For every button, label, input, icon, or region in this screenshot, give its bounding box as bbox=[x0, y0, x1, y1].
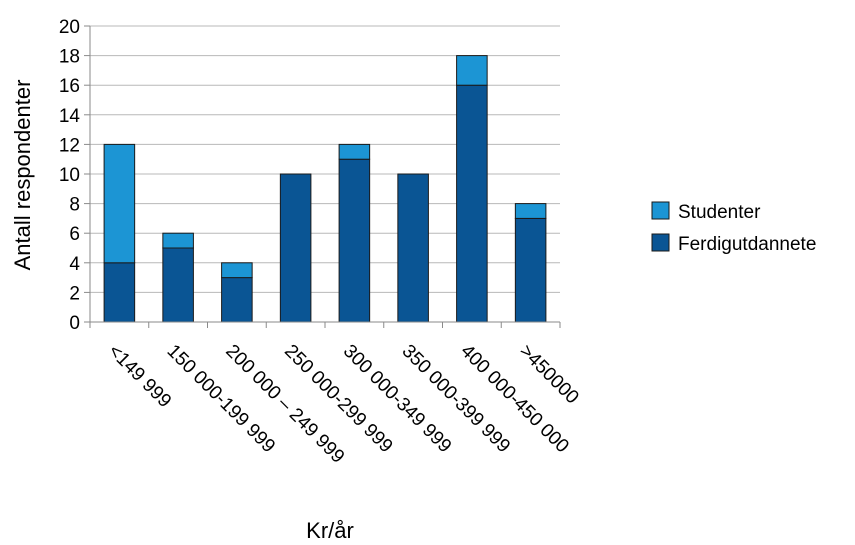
x-axis-title: Kr/år bbox=[306, 518, 354, 543]
y-tick-labels: 0 2 4 6 8 10 12 14 16 18 20 bbox=[59, 17, 81, 334]
y-tick-label: 8 bbox=[69, 195, 80, 216]
y-axis-title: Antall respondenter bbox=[10, 80, 35, 271]
bar-segment bbox=[514, 203, 547, 219]
bar-segment bbox=[162, 232, 194, 249]
x-tick-label: 350 000-399 999 bbox=[398, 341, 514, 457]
legend-swatch bbox=[651, 201, 670, 220]
gridlines bbox=[90, 25, 560, 293]
y-tick-label: 14 bbox=[59, 106, 81, 127]
bar-segment bbox=[279, 173, 312, 323]
y-tick-label: 18 bbox=[59, 47, 80, 68]
legend-swatch bbox=[651, 233, 670, 252]
y-tick-label: 4 bbox=[69, 254, 80, 275]
x-tick-label: 300 000-349 999 bbox=[339, 341, 455, 457]
x-tick-label: 400 000-450 000 bbox=[456, 341, 572, 457]
y-tick-label: 10 bbox=[59, 165, 80, 186]
x-tick-label: <149 999 bbox=[104, 341, 175, 412]
legend: Studenter Ferdigutdannete bbox=[651, 201, 816, 255]
y-tick-label: 6 bbox=[69, 224, 80, 245]
x-tick-label: 150 000-199 999 bbox=[163, 341, 279, 457]
bar-segment bbox=[338, 143, 371, 160]
legend-label: Studenter bbox=[678, 202, 761, 223]
x-tick-label: 250 000-299 999 bbox=[280, 341, 396, 457]
legend-label: Ferdigutdannete bbox=[678, 234, 816, 255]
y-tick-label: 0 bbox=[69, 313, 80, 334]
bars bbox=[103, 55, 547, 323]
bar-segment bbox=[338, 158, 371, 323]
bar-segment bbox=[221, 262, 253, 279]
bar-segment bbox=[456, 84, 488, 323]
y-tick-label: 2 bbox=[69, 283, 80, 304]
bar-segment bbox=[162, 247, 194, 323]
bar-segment bbox=[514, 217, 547, 323]
y-tick-label: 20 bbox=[59, 17, 80, 38]
bar-segment bbox=[397, 173, 429, 323]
bar-segment bbox=[103, 143, 136, 264]
axes bbox=[84, 25, 561, 328]
bar-segment bbox=[456, 55, 488, 86]
bar-segment bbox=[103, 262, 136, 323]
y-tick-label: 12 bbox=[59, 135, 80, 156]
bar-segment bbox=[221, 277, 253, 323]
y-tick-label: 16 bbox=[59, 76, 80, 97]
